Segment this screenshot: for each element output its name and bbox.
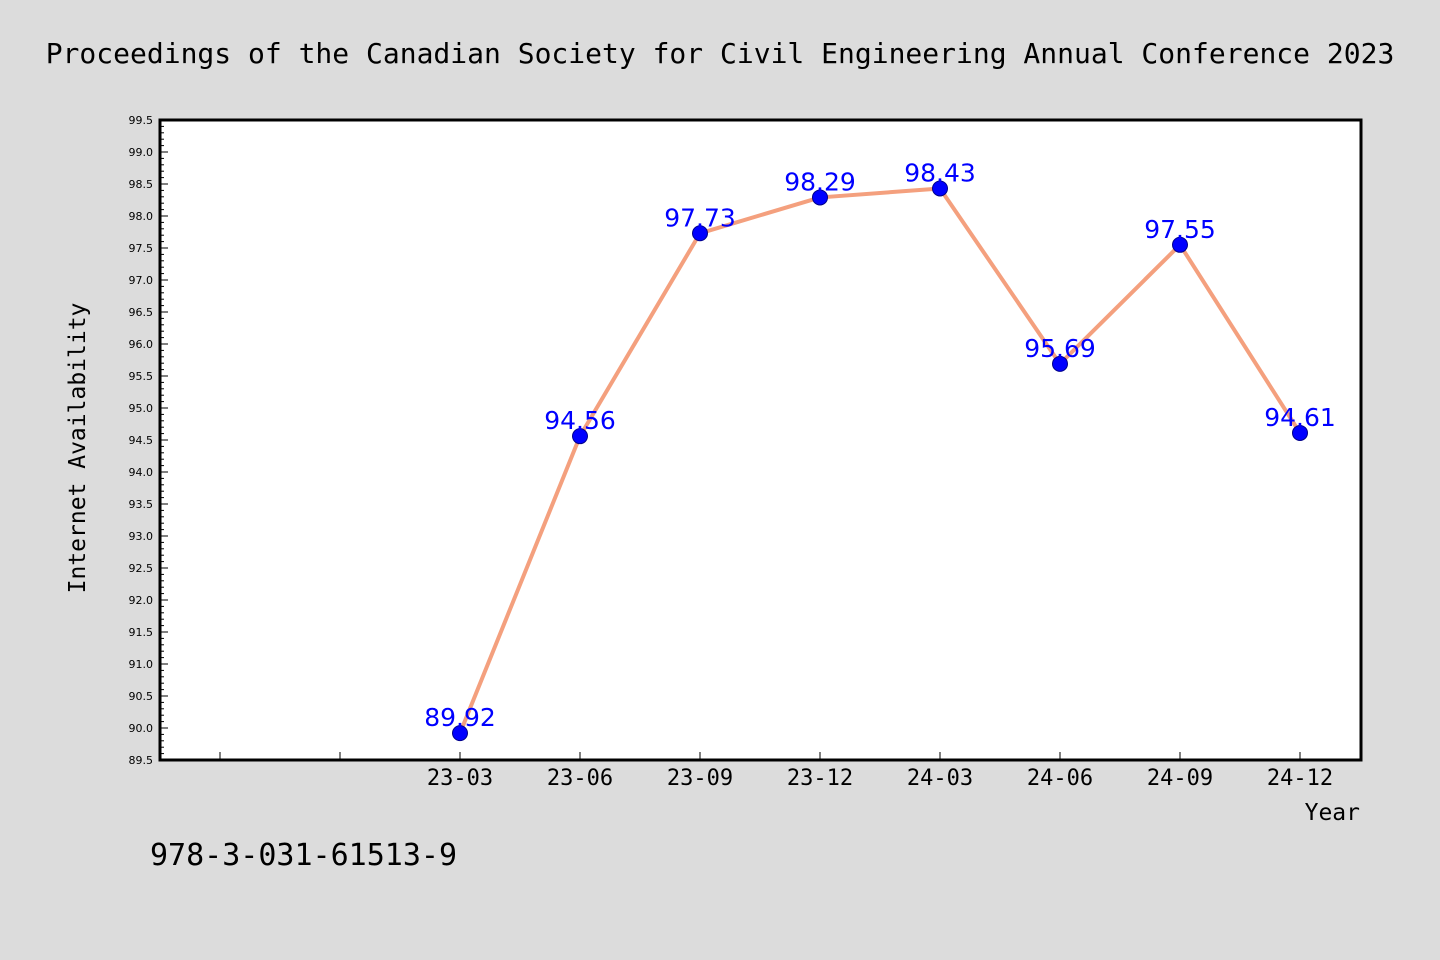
data-value-label: 97.55 xyxy=(1144,215,1216,244)
series-line xyxy=(458,186,1302,734)
y-tick-label: 99.5 xyxy=(129,114,154,127)
data-point-marker xyxy=(1172,236,1188,253)
data-point-marker xyxy=(572,428,588,445)
x-tick-label: 23-12 xyxy=(787,766,853,791)
data-value-label: 89.92 xyxy=(424,703,496,732)
data-labels: 89.92 94.56 97.73 98.29 98.43 95.69 97.55 94.61 xyxy=(424,158,1336,732)
y-axis-label: Internet Availability xyxy=(65,303,91,594)
x-tick-label: 23-03 xyxy=(427,766,493,791)
x-tick-label: 24-12 xyxy=(1267,766,1333,791)
y-tick-label: 89.5 xyxy=(129,754,154,767)
y-tick-label: 91.0 xyxy=(129,658,154,671)
y-tick-label: 90.0 xyxy=(129,722,154,735)
chart-title: Proceedings of the Canadian Society for … xyxy=(46,37,1395,70)
isbn-footnote: 978-3-031-61513-9 xyxy=(150,838,457,873)
y-tick-labels: 89.5 90.0 90.5 91.0 91.5 92.0 92.5 93.0 93.5 94.0… xyxy=(129,114,154,767)
x-tick-labels: 23-03 23-06 23-09 23-12 24-03 24-06 24-09 24-12 xyxy=(427,766,1333,791)
y-tick-label: 94.5 xyxy=(129,434,154,447)
y-tick-label: 98.0 xyxy=(129,210,154,223)
y-tick-label: 96.5 xyxy=(129,306,154,319)
x-tick-label: 24-03 xyxy=(907,766,973,791)
y-tick-label: 90.5 xyxy=(129,690,154,703)
data-value-label: 94.61 xyxy=(1264,403,1336,432)
x-tick-label: 23-06 xyxy=(547,766,613,791)
series-line-group xyxy=(452,180,1308,742)
data-value-label: 94.56 xyxy=(544,406,616,435)
data-value-label: 98.43 xyxy=(904,158,976,187)
data-point-marker xyxy=(932,180,948,197)
y-tick-label: 96.0 xyxy=(129,338,154,351)
x-tick-label: 24-06 xyxy=(1027,766,1093,791)
y-tick-label: 92.0 xyxy=(129,594,154,607)
data-value-label: 98.29 xyxy=(784,167,856,196)
y-tick-label: 93.0 xyxy=(129,530,154,543)
plot-frame xyxy=(158,118,1363,762)
y-tick-label: 93.5 xyxy=(129,498,154,511)
data-point-marker xyxy=(452,725,468,742)
y-tick-label: 97.0 xyxy=(129,274,154,287)
y-tick-label: 95.0 xyxy=(129,402,154,415)
data-value-label: 95.69 xyxy=(1024,334,1096,363)
x-axis-label: Year xyxy=(1305,800,1360,826)
y-tick-label: 91.5 xyxy=(129,626,154,639)
data-point-marker xyxy=(812,189,828,206)
x-tick-label: 24-09 xyxy=(1147,766,1213,791)
data-point-marker xyxy=(1052,355,1068,372)
y-tick-label: 94.0 xyxy=(129,466,154,479)
y-tick-label: 98.5 xyxy=(129,178,154,191)
data-point-marker xyxy=(1292,424,1308,441)
data-value-label: 97.73 xyxy=(664,203,736,232)
y-tick-label: 97.5 xyxy=(129,242,154,255)
y-tick-label: 92.5 xyxy=(129,562,154,575)
plot-area xyxy=(160,120,1361,760)
x-tick-label: 23-09 xyxy=(667,766,733,791)
y-tick-label: 95.5 xyxy=(129,370,154,383)
data-point-marker xyxy=(692,225,708,242)
y-tick-label: 99.0 xyxy=(129,146,154,159)
